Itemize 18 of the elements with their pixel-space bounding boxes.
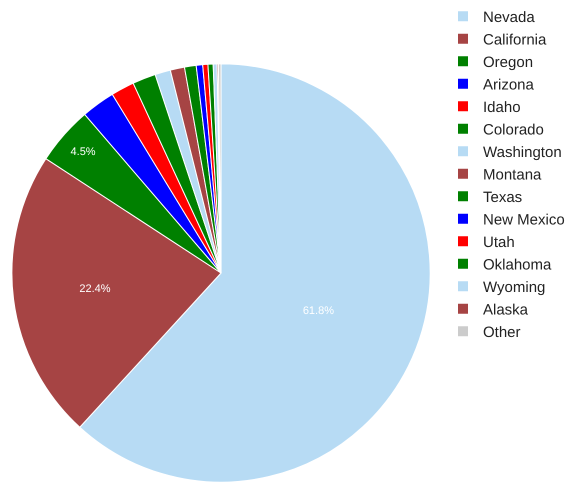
legend-label: Colorado	[483, 122, 544, 139]
legend-label: Arizona	[483, 76, 535, 94]
data-label: 22.4%	[79, 282, 111, 295]
legend-label: Alaska	[483, 302, 529, 319]
legend-label: California	[483, 32, 548, 49]
legend-label: Utah	[483, 234, 515, 252]
legend-label: New Mexico	[483, 212, 565, 229]
legend-label: Washington	[483, 144, 562, 162]
legend-label: Oklahoma	[483, 256, 552, 274]
legend-label: Montana	[483, 166, 542, 184]
data-label: 61.8%	[302, 304, 334, 317]
legend-label: Nevada	[483, 9, 536, 26]
legend-label: Idaho	[483, 99, 521, 116]
legend-label: Other	[483, 324, 521, 342]
data-label: 4.5%	[70, 146, 96, 158]
legend-label: Texas	[483, 189, 522, 206]
legend-label: Wyoming	[483, 279, 546, 296]
legend-label: Oregon	[483, 54, 534, 72]
